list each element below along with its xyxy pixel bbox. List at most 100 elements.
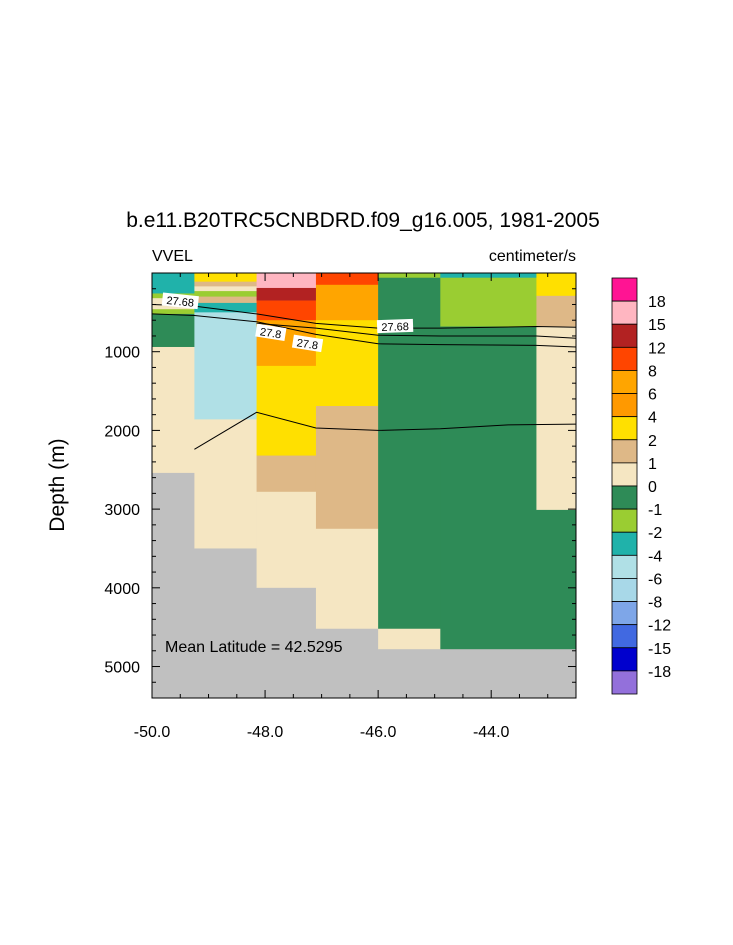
colorbar-box-7 <box>611 439 638 464</box>
cell-col6-2 <box>536 326 577 511</box>
contour-line-2 <box>151 313 577 348</box>
cell-col1-8 <box>194 548 257 699</box>
cell-col4-0 <box>378 273 441 279</box>
y-tick-label: 5000 <box>104 660 140 677</box>
cell-col2-0 <box>256 273 317 289</box>
contour-label-bg <box>291 334 324 353</box>
cell-col0-0 <box>152 273 195 294</box>
colorbar-box-2 <box>611 323 638 348</box>
contour-line-4 <box>194 411 577 450</box>
x-tick-label: -50.0 <box>134 724 171 741</box>
cell-col5-3 <box>440 649 537 699</box>
contour-label-text: 27.68 <box>166 295 195 310</box>
colorbar-label: 1 <box>648 456 657 473</box>
cell-col6-3 <box>536 509 577 650</box>
colorbar-box-17 <box>611 670 638 695</box>
cell-col3-3 <box>315 406 379 530</box>
variable-label: VVEL <box>152 248 193 265</box>
colorbar-label: 18 <box>648 294 666 311</box>
colorbar-box-5 <box>611 393 638 418</box>
contour-label-bg <box>255 323 287 342</box>
contour-label-bg <box>161 292 199 310</box>
cell-col6-4 <box>536 649 577 699</box>
units-label: centimeter/s <box>489 248 576 265</box>
colorbar-box-14 <box>611 601 638 626</box>
contour-label-text: 27.68 <box>381 321 409 334</box>
colorbar-label: -12 <box>648 618 671 635</box>
cell-col1-2 <box>194 286 257 292</box>
colorbar-box-1 <box>611 300 638 325</box>
contour-line-1 <box>256 322 577 339</box>
cell-col4-2 <box>378 628 441 650</box>
y-axis: 1000 2000 3000 4000 5000 <box>104 288 576 683</box>
cell-col3-1 <box>315 284 379 321</box>
cell-col1-4 <box>194 296 257 304</box>
colorbar-box-15 <box>611 624 638 649</box>
cell-col4-3 <box>378 649 441 699</box>
colorbar-box-11 <box>611 531 638 556</box>
cell-col2-2 <box>256 300 317 321</box>
colorbar-label: -2 <box>648 525 662 542</box>
contour-label-text: 27.8 <box>259 326 282 341</box>
colorbar-box-4 <box>611 370 638 394</box>
colorbar-label: -6 <box>648 571 662 588</box>
contour-label-2: 27.8 <box>255 323 287 342</box>
colorbar-box-0 <box>611 277 638 302</box>
cell-col0-6 <box>152 472 195 699</box>
cell-col3-4 <box>315 528 379 630</box>
cell-col0-4 <box>152 313 195 348</box>
x-axis: -50.0 -48.0 -46.0 -44.0 <box>134 273 577 741</box>
x-tick-label: -46.0 <box>360 724 397 741</box>
y-tick-label: 3000 <box>104 502 140 519</box>
y-tick-label: 4000 <box>104 581 140 598</box>
cell-col5-1 <box>440 277 537 327</box>
annotation-bg <box>160 634 372 658</box>
cell-col5-2 <box>440 326 537 650</box>
section-cells <box>152 273 577 699</box>
x-tick-label: -44.0 <box>473 724 510 741</box>
cell-col1-1 <box>194 281 257 287</box>
colorbar-box-16 <box>611 647 638 672</box>
colorbar-label: -18 <box>648 664 671 681</box>
colorbar-label: 0 <box>648 479 657 496</box>
contour-label-3: 27.8 <box>291 334 324 353</box>
colorbar-box-10 <box>611 508 638 533</box>
cell-col5-0 <box>440 273 537 279</box>
cell-col0-3 <box>152 309 195 315</box>
colorbar-box-6 <box>611 416 638 441</box>
mean-latitude-annotation: Mean Latitude = 42.5295 <box>165 639 343 656</box>
cell-col2-6 <box>256 491 317 589</box>
y-axis-label: Depth (m) <box>46 438 69 531</box>
y-tick-label: 2000 <box>104 423 140 440</box>
colorbar-label: 6 <box>648 387 657 404</box>
cell-col1-5 <box>194 302 257 313</box>
y-tick-label: 1000 <box>104 345 140 362</box>
cell-col3-0 <box>315 273 379 286</box>
contour-label-1: 27.68 <box>376 318 414 334</box>
colorbar-label: 4 <box>648 410 657 427</box>
contour-line-0 <box>151 304 577 329</box>
colorbar-box-8 <box>611 462 638 487</box>
colorbar-label: 12 <box>648 340 666 357</box>
cell-col2-5 <box>256 455 317 493</box>
colorbar-label: -15 <box>648 641 671 658</box>
colorbar-box-12 <box>611 554 638 579</box>
colorbar-label: 2 <box>648 433 657 450</box>
chart-title: b.e11.B20TRC5CNBDRD.f09_g16.005, 1981-20… <box>126 209 600 232</box>
colorbar-box-13 <box>611 578 638 602</box>
contour-label-text: 27.8 <box>296 337 319 352</box>
cell-col1-0 <box>194 273 257 282</box>
cell-col0-5 <box>152 346 195 474</box>
colorbar-label: -1 <box>648 502 662 519</box>
density-contours <box>151 304 577 450</box>
colorbar-box-9 <box>611 485 638 510</box>
cell-col1-6 <box>194 312 257 420</box>
plot-frame <box>151 272 577 699</box>
cell-col1-3 <box>194 291 257 297</box>
cell-col1-7 <box>194 419 257 549</box>
cell-col2-1 <box>256 287 317 301</box>
colorbar-label: 15 <box>648 317 666 334</box>
x-tick-label: -48.0 <box>247 724 284 741</box>
cell-col6-0 <box>536 273 577 297</box>
colorbar-label: 8 <box>648 363 657 380</box>
